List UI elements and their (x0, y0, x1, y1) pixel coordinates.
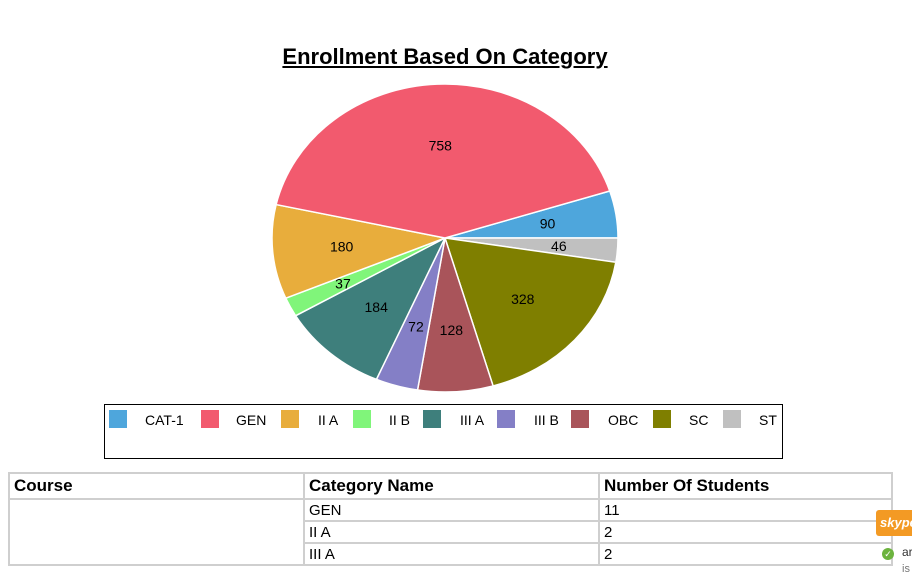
legend-swatch-gen (201, 410, 219, 428)
table-header-row: Course Category Name Number Of Students (8, 472, 893, 500)
pie-label-st: 46 (551, 238, 567, 254)
pie-chart: 90 46 328 128 72 184 37 180 758 (271, 83, 619, 393)
students-cell: 11 (598, 498, 893, 522)
legend-swatch-iii-a (423, 410, 441, 428)
legend-swatch-st (723, 410, 741, 428)
chart-legend: CAT-1 GEN II A II B III A III B OBC SC ST (104, 404, 783, 459)
pie-label-iii-a: 184 (365, 299, 389, 315)
pie-label-gen: 758 (429, 138, 453, 154)
legend-label-iii-a: III A (460, 412, 485, 428)
pie-label-ii-b: 37 (335, 276, 351, 292)
header-course: Course (8, 472, 305, 500)
legend-swatch-ii-a (281, 410, 299, 428)
skype-chat-widget[interactable]: skype ✓ ar is (874, 510, 912, 576)
course-cell (8, 498, 305, 566)
skype-status-text: ar (902, 545, 912, 559)
legend-label-cat-1: CAT-1 (145, 412, 184, 428)
pie-slice-sc (443, 237, 617, 387)
category-cell: III A (303, 542, 600, 566)
skype-logo-button[interactable]: skype (876, 510, 912, 536)
students-cell: 2 (598, 520, 893, 544)
pie-label-sc: 328 (511, 291, 535, 307)
pie-label-ii-a: 180 (330, 238, 354, 254)
students-cell: 2 (598, 542, 893, 566)
pie-label-iii-b: 72 (408, 319, 424, 335)
pie-slice-ii-a (271, 203, 448, 300)
legend-swatch-ii-b (353, 410, 371, 428)
legend-label-ii-a: II A (318, 412, 339, 428)
category-cell: GEN (303, 498, 600, 522)
pie-slice-iii-a (294, 236, 447, 381)
category-cell: II A (303, 520, 600, 544)
table-row: III A 2 (9, 542, 893, 566)
table-row: II A 2 (9, 520, 893, 544)
header-category-name: Category Name (303, 472, 600, 500)
pie-slice-gen (275, 83, 611, 239)
legend-label-st: ST (759, 412, 777, 428)
legend-label-iii-b: III B (534, 412, 559, 428)
legend-label-ii-b: II B (389, 412, 411, 428)
legend-label-sc: SC (689, 412, 709, 428)
header-number-of-students: Number Of Students (598, 472, 893, 500)
legend-swatch-iii-b (497, 410, 515, 428)
chart-title: Enrollment Based On Category (282, 44, 608, 69)
legend-label-gen: GEN (236, 412, 267, 428)
pie-label-obc: 128 (440, 322, 464, 338)
legend-swatch-obc (571, 410, 589, 428)
legend-swatch-sc (653, 410, 671, 428)
legend-swatch-cat-1 (109, 410, 127, 428)
enrollment-table: Course Category Name Number Of Students … (8, 472, 893, 566)
status-check-icon: ✓ (882, 548, 894, 560)
skype-status-subtext: is (902, 563, 910, 575)
legend-label-obc: OBC (608, 412, 639, 428)
pie-label-cat-1: 90 (540, 216, 556, 232)
table-row: GEN 11 (8, 498, 893, 566)
